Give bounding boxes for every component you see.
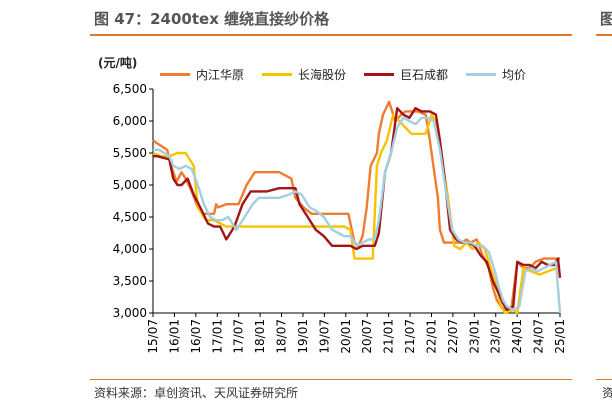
- legend-item: 长海股份: [262, 66, 346, 83]
- series-line: [153, 116, 562, 314]
- x-tick-label: 21/07: [403, 319, 417, 354]
- x-tick-label: 23/07: [489, 319, 503, 354]
- chart-legend: 内江华原 长海股份 巨石成都 均价: [160, 66, 526, 83]
- x-tick-label: 23/01: [467, 319, 481, 354]
- x-tick-label: 15/07: [146, 319, 160, 354]
- legend-label: 均价: [502, 68, 527, 82]
- series-line: [152, 100, 560, 311]
- legend-swatch: [262, 73, 293, 76]
- x-tick-label: 22/01: [424, 319, 438, 354]
- y-tick-label: 5,000: [113, 178, 147, 192]
- series-line: [152, 113, 561, 315]
- title-divider: [90, 34, 572, 36]
- adjacent-footer-divider: [596, 379, 612, 380]
- legend-label: 长海股份: [298, 68, 347, 82]
- x-tick-label: 25/01: [553, 319, 567, 354]
- x-tick-label: 21/01: [382, 319, 396, 354]
- y-tick-label: 3,500: [113, 274, 147, 288]
- legend-swatch: [160, 73, 190, 76]
- x-tick-label: 22/07: [446, 319, 460, 354]
- x-tick-label: 18/01: [253, 319, 267, 354]
- legend-swatch: [364, 73, 395, 76]
- x-tick-label: 16/01: [167, 319, 181, 354]
- x-tick-label: 24/07: [532, 319, 546, 354]
- x-tick-label: 16/07: [189, 319, 203, 354]
- x-tick-label: 20/07: [360, 319, 374, 354]
- y-tick-label: 3,000: [113, 306, 147, 320]
- legend-item: 均价: [466, 66, 526, 83]
- y-tick-label: 4,000: [113, 242, 147, 256]
- y-tick-label: 6,000: [113, 114, 147, 128]
- adjacent-title-divider: [596, 34, 612, 36]
- y-axis-unit-label: (元/吨): [98, 56, 138, 70]
- adjacent-source-fragment: 资: [602, 386, 612, 400]
- legend-item: 巨石成都: [364, 66, 448, 83]
- legend-swatch: [466, 73, 497, 76]
- source-note: 资料来源：卓创资讯、天风证券研究所: [94, 386, 299, 400]
- legend-label: 巨石成都: [400, 68, 449, 82]
- legend-item: 内江华原: [160, 66, 244, 83]
- series-line: [153, 106, 562, 311]
- y-tick-label: 6,500: [113, 82, 147, 96]
- y-tick-label: 5,500: [113, 146, 147, 160]
- x-tick-label: 19/07: [317, 319, 331, 354]
- legend-label: 内江华原: [196, 68, 245, 82]
- x-tick-label: 20/01: [339, 319, 353, 354]
- chart-title: 图 47：2400tex 缠绕直接纱价格: [94, 10, 330, 28]
- x-tick-label: 17/07: [232, 319, 246, 354]
- x-tick-label: 17/01: [210, 319, 224, 354]
- x-tick-label: 24/01: [510, 319, 524, 354]
- adjacent-figure-title-fragment: 图: [600, 10, 612, 26]
- footer-divider: [90, 379, 572, 380]
- x-tick-label: 19/01: [296, 319, 310, 354]
- x-tick-label: 18/07: [275, 319, 289, 354]
- y-tick-label: 4,500: [113, 210, 147, 224]
